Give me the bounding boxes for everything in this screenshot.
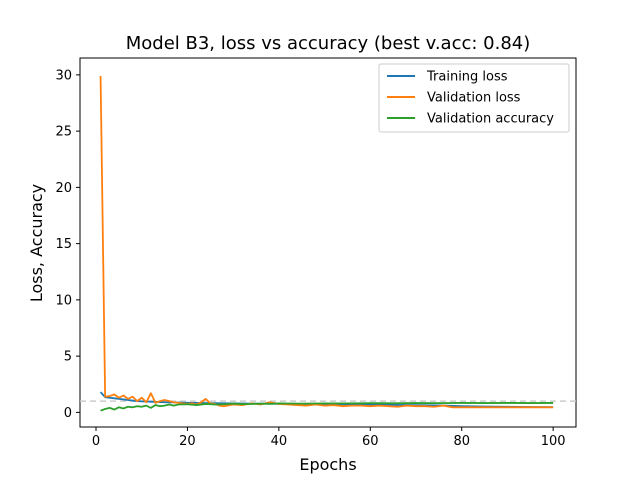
y-tick-label: 0 xyxy=(64,406,72,421)
y-tick-label: 5 xyxy=(64,350,72,365)
x-tick-label: 20 xyxy=(179,434,196,449)
x-tick-label: 0 xyxy=(92,434,100,449)
plot-area: 0 20 40 60 80 100 0 5 10 15 20 25 30 xyxy=(55,57,577,449)
y-tick-label: 30 xyxy=(55,68,72,83)
x-tick-label: 40 xyxy=(271,434,288,449)
legend-label: Validation accuracy xyxy=(427,112,554,127)
legend-label: Validation loss xyxy=(427,91,521,106)
series-line-validation-accuracy xyxy=(100,402,554,412)
y-tick-label: 25 xyxy=(55,125,72,140)
series-group xyxy=(99,75,554,412)
y-tick-label: 20 xyxy=(55,181,72,196)
y-ticks: 0 5 10 15 20 25 30 xyxy=(55,68,80,421)
x-tick-label: 80 xyxy=(453,434,470,449)
y-tick-label: 10 xyxy=(55,293,72,308)
x-axis-label: Epochs xyxy=(299,455,356,474)
legend-label: Training loss xyxy=(426,70,508,85)
y-tick-label: 15 xyxy=(55,237,72,252)
x-tick-label: 100 xyxy=(541,434,566,449)
plot-frame xyxy=(79,57,577,428)
chart-title: Model B3, loss vs accuracy (best v.acc: … xyxy=(126,33,531,54)
legend-frame xyxy=(378,63,570,133)
legend: Training loss Validation loss Validation a… xyxy=(378,63,570,133)
x-ticks: 0 20 40 60 80 100 xyxy=(92,427,566,449)
y-axis-label: Loss, Accuracy xyxy=(27,184,46,302)
x-tick-label: 60 xyxy=(362,434,379,449)
